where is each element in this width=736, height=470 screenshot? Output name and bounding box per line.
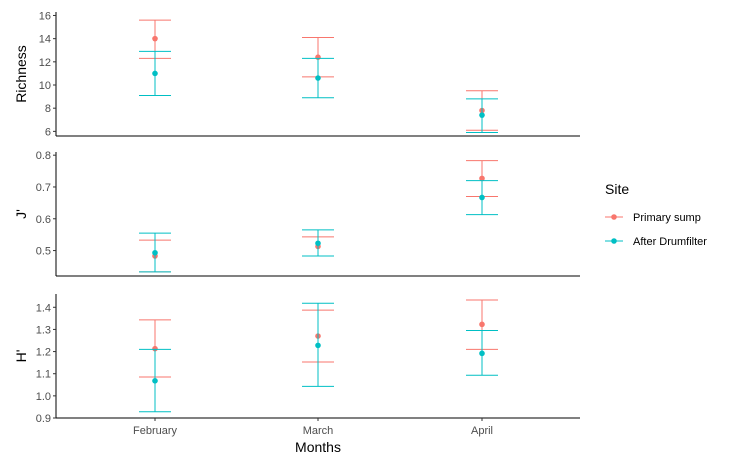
point-primary-sump — [152, 35, 158, 42]
panel-h: 0.9 1.0 1.1 1.2 1.3 1.4 H' — [13, 294, 580, 425]
y-axis-label: J' — [13, 209, 29, 219]
y-tick-label: 10 — [39, 80, 51, 92]
y-tick-label: 6 — [45, 126, 51, 138]
point-primary-sump — [479, 175, 485, 182]
point-after-drumfilter — [479, 350, 485, 357]
point-primary-sump — [152, 345, 158, 352]
y-axis-label: Richness — [13, 45, 29, 103]
legend-key-point — [611, 238, 617, 244]
y-tick-label: 0.7 — [36, 182, 51, 194]
legend-item-primary-sump: Primary sump — [605, 212, 701, 224]
point-primary-sump — [479, 321, 485, 328]
y-tick-label: 14 — [39, 34, 51, 46]
x-tick-label: February — [133, 425, 178, 437]
x-tick-label: March — [303, 425, 334, 437]
panel-j: 0.5 0.6 0.7 0.8 J' — [13, 150, 580, 277]
legend: Site Primary sump After Drumfilter — [605, 181, 707, 248]
legend-key-point — [611, 214, 617, 220]
x-tick-label: April — [471, 425, 493, 437]
point-after-drumfilter — [479, 112, 485, 118]
point-after-drumfilter — [315, 75, 321, 81]
point-after-drumfilter — [152, 70, 158, 77]
y-tick-label: 0.5 — [36, 246, 51, 258]
y-tick-label: 0.6 — [36, 214, 51, 226]
y-tick-label: 1.4 — [36, 302, 51, 314]
y-tick-label: 16 — [39, 10, 51, 22]
y-tick-label: 0.9 — [36, 413, 51, 425]
y-tick-label: 8 — [45, 103, 51, 115]
point-after-drumfilter — [315, 240, 321, 247]
x-axis-label: Months — [295, 439, 341, 455]
panels: 6 8 10 12 14 16 Richness 0.5 0.6 0.7 0.8 J' 0.9 1.0 1.… — [13, 10, 580, 425]
legend-title: Site — [605, 181, 629, 197]
y-tick-label: 1.0 — [36, 391, 51, 403]
legend-entries: Primary sump After Drumfilter — [605, 212, 707, 248]
x-axis: February March April — [133, 418, 493, 437]
point-after-drumfilter — [479, 194, 485, 201]
y-tick-label: 1.2 — [36, 347, 51, 359]
legend-label: Primary sump — [633, 212, 701, 224]
y-axis-label: H' — [13, 350, 29, 363]
point-after-drumfilter — [315, 342, 321, 349]
panel-richness: 6 8 10 12 14 16 Richness — [13, 10, 580, 138]
legend-label: After Drumfilter — [633, 236, 707, 248]
y-tick-label: 0.8 — [36, 150, 51, 162]
y-tick-label: 1.1 — [36, 369, 51, 381]
y-tick-label: 12 — [39, 57, 51, 69]
point-after-drumfilter — [152, 249, 158, 256]
y-tick-label: 1.3 — [36, 324, 51, 336]
legend-item-after-drumfilter: After Drumfilter — [605, 236, 707, 248]
point-after-drumfilter — [152, 378, 158, 384]
